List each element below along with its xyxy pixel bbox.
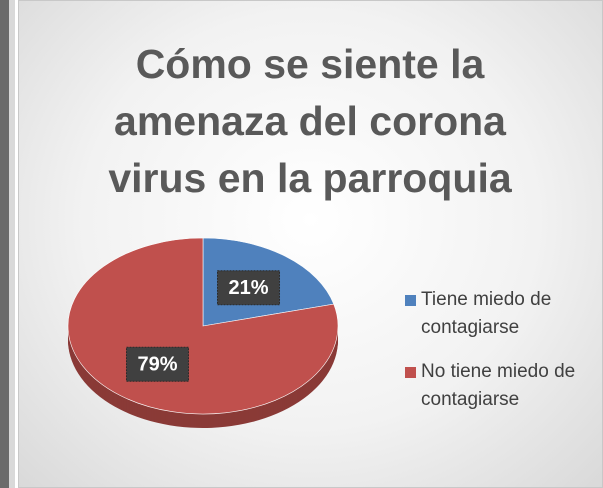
frame	[9, 0, 15, 488]
data-label: 21%	[228, 277, 268, 299]
data-label: 79%	[137, 354, 177, 376]
legend-item: No tiene miedo de contagiarse	[405, 358, 585, 414]
legend-swatch	[405, 367, 416, 378]
data-label-box	[125, 346, 189, 382]
legend-swatch	[405, 295, 416, 306]
legend-label: No tiene miedo de contagiarse	[421, 361, 576, 410]
data-label-box	[217, 270, 281, 306]
chart-title: Cómo se siente la amenaza del corona vir…	[108, 41, 512, 201]
frame	[0, 0, 9, 488]
legend-item: Tiene miedo de contagiarse	[405, 286, 585, 342]
legend-label: Tiene miedo de contagiarse	[421, 289, 552, 338]
